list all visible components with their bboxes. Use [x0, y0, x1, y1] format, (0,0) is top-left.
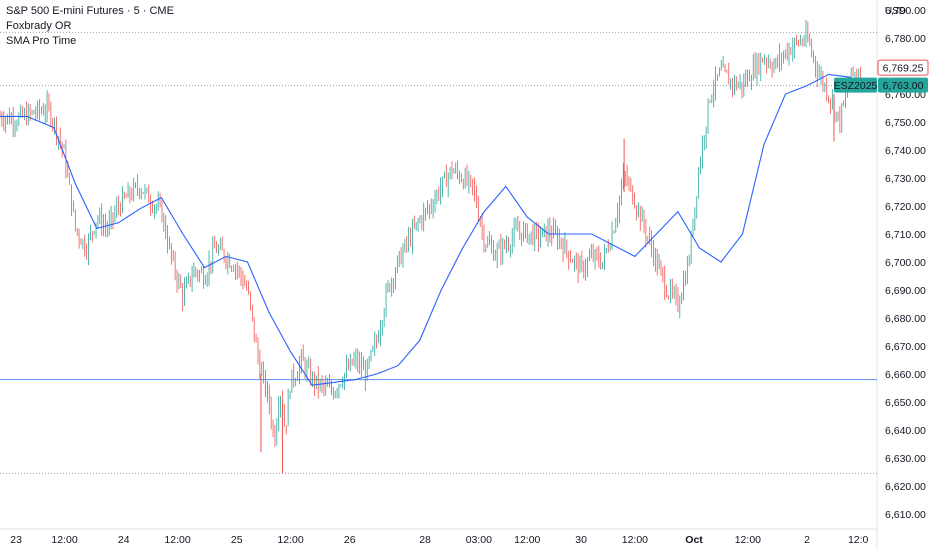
x-tick-label: 12:00: [514, 534, 540, 546]
x-tick-label: 2: [804, 534, 810, 546]
x-tick-label: 23: [10, 534, 22, 546]
chart-title[interactable]: S&P 500 E-mini Futures · 5 · CME: [6, 5, 174, 17]
y-tick-label: 6,710.00: [885, 229, 926, 241]
x-tick-label: 24: [118, 534, 130, 546]
last-price-box: [877, 59, 929, 76]
symbol-label: ESZ2025: [834, 80, 878, 92]
sma-line: [0, 73, 862, 386]
y-tick-label: 6,730.00: [885, 173, 926, 185]
y-tick-label: 6,650.00: [885, 397, 926, 409]
x-tick-label: 28: [419, 534, 431, 546]
y-tick-label: 6,720.00: [885, 201, 926, 213]
last-price-label: 6,769.25: [883, 63, 924, 75]
chart-legend: S&P 500 E-mini Futures · 5 · CME Foxbrad…: [6, 4, 174, 49]
sma-price-label: 6,763.00: [883, 80, 924, 92]
currency-label[interactable]: USD: [884, 6, 906, 17]
x-tick-label: 12:00: [164, 534, 190, 546]
x-tick-label: Oct: [685, 534, 703, 546]
y-tick-label: 6,620.00: [885, 481, 926, 493]
x-tick-label: 12:0: [848, 534, 869, 546]
grid: [0, 0, 878, 550]
x-axis: 23 12:00 24 12:00 25 12:00 26 28 03:00 12:00 30 12:…: [10, 534, 868, 546]
y-tick-label: 6,700.00: [885, 257, 926, 269]
indicator-foxbrady[interactable]: Foxbrady OR: [6, 20, 72, 32]
horizontal-levels: [0, 31, 877, 474]
y-tick-label: 6,630.00: [885, 453, 926, 465]
y-tick-label: 6,780.00: [885, 33, 926, 45]
y-tick-label: 6,750.00: [885, 117, 926, 129]
y-tick-label: 6,790.00: [885, 5, 926, 17]
y-tick-label: 6,660.00: [885, 369, 926, 381]
price-labels: 6,769.25 ESZ2025 6,763.00: [834, 59, 929, 93]
indicator-sma[interactable]: SMA Pro Time: [6, 35, 77, 47]
price-series: [0, 19, 861, 474]
y-tick-label: 6,680.00: [885, 313, 926, 325]
y-tick-label: 6,670.00: [885, 341, 926, 353]
x-tick-label: 12:00: [735, 534, 761, 546]
y-tick-label: 6,610.00: [885, 509, 926, 521]
x-tick-label: 12:00: [51, 534, 77, 546]
x-tick-label: 03:00: [466, 534, 492, 546]
symbol-badge: [834, 77, 877, 93]
y-tick-label: 6,690.00: [885, 285, 926, 297]
x-tick-label: 25: [231, 534, 243, 546]
sma-price-box: [878, 77, 928, 93]
x-tick-label: 12:00: [622, 534, 648, 546]
x-tick-label: 26: [344, 534, 356, 546]
sma-series: [0, 73, 862, 386]
x-tick-label: 12:00: [277, 534, 303, 546]
y-tick-label: 6,640.00: [885, 425, 926, 437]
y-tick-label: 6,740.00: [885, 145, 926, 157]
x-tick-label: 30: [575, 534, 587, 546]
